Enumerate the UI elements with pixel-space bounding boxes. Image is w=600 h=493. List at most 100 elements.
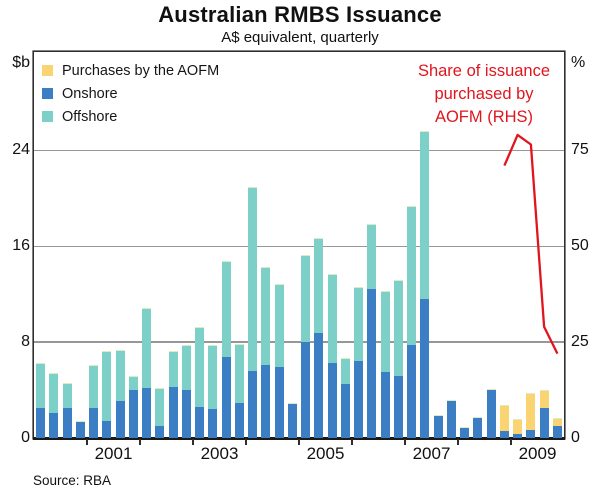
bar-segment-onshore [181, 390, 191, 438]
bar-2003Q4 [234, 343, 244, 438]
bar-segment-onshore [261, 364, 271, 438]
bar-segment-onshore [513, 434, 523, 438]
bar-2001Q3 [115, 349, 125, 438]
legend-label: Onshore [62, 85, 118, 102]
bar-segment-onshore [486, 389, 496, 438]
legend-swatch-onshore [42, 88, 53, 99]
bar-2006Q2 [367, 223, 377, 438]
bar-2000Q3 [62, 383, 72, 438]
bar-2002Q4 [181, 344, 191, 438]
bar-2006Q3 [380, 290, 390, 438]
bar-2003Q1 [195, 326, 205, 438]
source-note: Source: RBA [33, 473, 112, 488]
bar-segment-onshore [526, 429, 536, 438]
bar-segment-offshore [142, 307, 152, 388]
aofm-share-line [503, 133, 559, 355]
legend-label: Offshore [62, 108, 118, 125]
x-tick-mark [510, 439, 512, 445]
y-tick-label-left: 24 [12, 141, 30, 159]
bar-segment-offshore [261, 266, 271, 365]
bar-segment-offshore [208, 344, 218, 410]
bar-2001Q4 [128, 375, 138, 438]
annotation-line: AOFM (RHS) [434, 108, 534, 126]
y-tick-label-left: 8 [21, 333, 30, 351]
bar-segment-onshore [62, 408, 72, 438]
bar-segment-offshore [354, 287, 364, 362]
bar-segment-onshore [420, 298, 430, 438]
bar-segment-offshore [420, 131, 430, 299]
legend-item-offshore: Offshore [42, 105, 219, 128]
plot-area: Purchases by the AOFM Onshore Offshore Shar… [33, 52, 565, 445]
bar-2008Q2 [473, 416, 483, 438]
x-tick-mark [298, 439, 300, 445]
bar-2007Q2 [420, 131, 430, 438]
y-tick-label-left: 16 [12, 237, 30, 255]
x-tick-mark [86, 439, 88, 445]
y-tick-label-right: 25 [571, 333, 589, 351]
bar-segment-onshore [155, 426, 165, 438]
annotation-aofm-share: Share of issuance purchased by AOFM (RHS) [384, 60, 584, 129]
bar-segment-onshore [49, 412, 59, 438]
bar-2001Q1 [89, 365, 99, 438]
bar-2005Q4 [340, 357, 350, 438]
bar-segment-onshore [287, 403, 297, 438]
y-tick-label-left: 0 [21, 429, 30, 446]
bar-2008Q1 [460, 427, 470, 438]
bar-segment-offshore [62, 383, 72, 408]
bar-2000Q4 [75, 421, 85, 438]
annotation-line: Share of issuance [417, 62, 551, 80]
bar-segment-onshore [208, 409, 218, 438]
bar-2000Q2 [49, 373, 59, 438]
bar-segment-onshore [314, 332, 324, 438]
y-tick-label-right: 0 [571, 429, 580, 446]
bar-segment-onshore [274, 367, 284, 438]
bar-2004Q2 [261, 266, 271, 438]
bar-2009Q3 [539, 390, 549, 438]
bar-segment-offshore [89, 365, 99, 408]
x-tick-mark [351, 439, 353, 445]
y-tick-label-right: 75 [571, 141, 589, 159]
bar-segment-offshore [115, 349, 125, 401]
bar-segment-onshore [301, 342, 311, 438]
bar-segment-offshore [327, 274, 337, 363]
bar-segment-onshore [168, 386, 178, 438]
bar-2004Q4 [287, 403, 297, 438]
bar-segment-onshore [499, 430, 509, 438]
bar-2003Q2 [208, 344, 218, 438]
bar-2008Q4 [499, 404, 509, 438]
bar-segment-onshore [221, 356, 231, 438]
bar-2000Q1 [36, 362, 46, 438]
bar-segment-onshore [539, 408, 549, 438]
bar-2005Q2 [314, 238, 324, 438]
bar-segment-onshore [393, 375, 403, 438]
bar-segment-offshore [407, 205, 417, 345]
bar-segment-aofm [513, 419, 523, 435]
bar-2009Q4 [552, 417, 562, 438]
x-axis-line [33, 437, 565, 440]
y-tick-label-right: 50 [571, 237, 589, 255]
bar-2009Q2 [526, 392, 536, 438]
bar-2004Q3 [274, 283, 284, 438]
legend-swatch-aofm [42, 65, 53, 76]
bar-2007Q4 [446, 399, 456, 438]
bar-segment-offshore [195, 326, 205, 407]
bar-segment-offshore [221, 260, 231, 357]
x-tick-mark [192, 439, 194, 445]
chart-title: Australian RMBS Issuance [158, 2, 442, 27]
bar-2005Q1 [301, 254, 311, 438]
bar-segment-onshore [142, 387, 152, 438]
bar-segment-onshore [460, 427, 470, 438]
bar-segment-onshore [128, 390, 138, 438]
bar-segment-offshore [49, 373, 59, 413]
bar-segment-offshore [367, 223, 377, 290]
bar-segment-offshore [274, 283, 284, 368]
bar-2008Q3 [486, 389, 496, 438]
gridline [34, 341, 564, 343]
bar-segment-offshore [234, 343, 244, 404]
bar-segment-offshore [340, 357, 350, 385]
x-tick-mark [457, 439, 459, 445]
gridline [34, 245, 564, 247]
x-tick-label: 2003 [200, 444, 239, 463]
bar-2004Q1 [248, 186, 258, 438]
